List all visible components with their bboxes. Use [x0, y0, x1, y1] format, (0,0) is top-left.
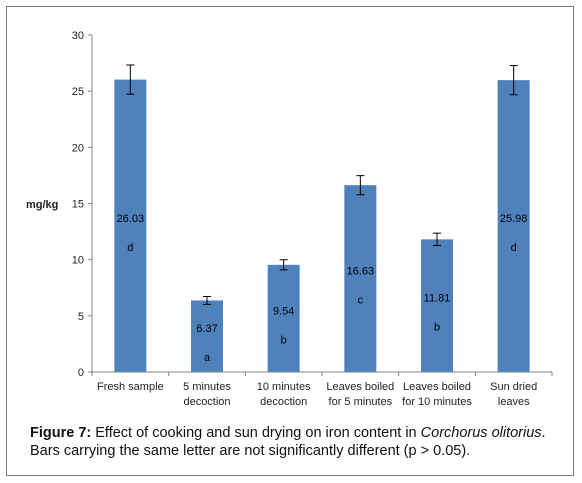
y-tick-label: 20 — [72, 142, 84, 154]
bar-3 — [267, 264, 300, 372]
bar-chart: 0 5 10 15 20 25 30 26.03 d Fresh sample 6.37 a 5 mi… — [26, 30, 553, 408]
x-tick-label: Leaves boiled for 10 minutes — [402, 381, 472, 408]
data-label: 16.63 — [347, 266, 375, 278]
significance-letter: d — [127, 242, 133, 254]
bar-6 — [497, 80, 530, 373]
significance-letter: b — [281, 334, 287, 346]
caption-text-1: Effect of cooking and sun drying on iron… — [91, 425, 421, 441]
significance-letter: c — [358, 295, 364, 307]
data-label: 25.98 — [500, 213, 528, 225]
significance-letter: b — [434, 322, 440, 334]
figure-caption: Figure 7: Effect of cooking and sun dryi… — [30, 424, 558, 460]
y-tick-label: 0 — [78, 367, 84, 379]
figure-frame — [6, 6, 574, 476]
x-tick-label: Leaves boiled for 5 minutes — [326, 381, 394, 408]
species-name: Corchorus olitorius — [420, 425, 542, 441]
y-tick-label: 25 — [72, 86, 84, 98]
y-tick-label: 5 — [78, 311, 84, 323]
x-tick-label: 5 minutes decoction — [183, 381, 231, 408]
y-tick-label: 10 — [72, 255, 84, 267]
y-tick-label: 15 — [72, 199, 84, 211]
data-label: 11.81 — [424, 293, 451, 305]
caption-text-2: . Bars carrying the same letter are not … — [30, 425, 546, 459]
x-tick-label: Fresh sample — [97, 381, 164, 393]
y-axis-label: mg/kg — [26, 199, 58, 211]
data-label: 6.37 — [196, 323, 217, 335]
figure-label: Figure 7: — [30, 425, 92, 441]
data-label: 9.54 — [273, 305, 294, 317]
y-tick-label: 30 — [72, 30, 84, 42]
bar-5 — [421, 239, 453, 372]
significance-letter: a — [204, 352, 211, 364]
bar-2 — [191, 300, 223, 372]
bar-4 — [344, 185, 377, 372]
bar-1 — [114, 79, 147, 372]
x-tick-label: 10 minutes decoction — [257, 381, 311, 408]
x-tick-label: Sun dried leaves — [490, 381, 537, 408]
significance-letter: d — [511, 242, 517, 254]
data-label: 26.03 — [117, 213, 145, 225]
